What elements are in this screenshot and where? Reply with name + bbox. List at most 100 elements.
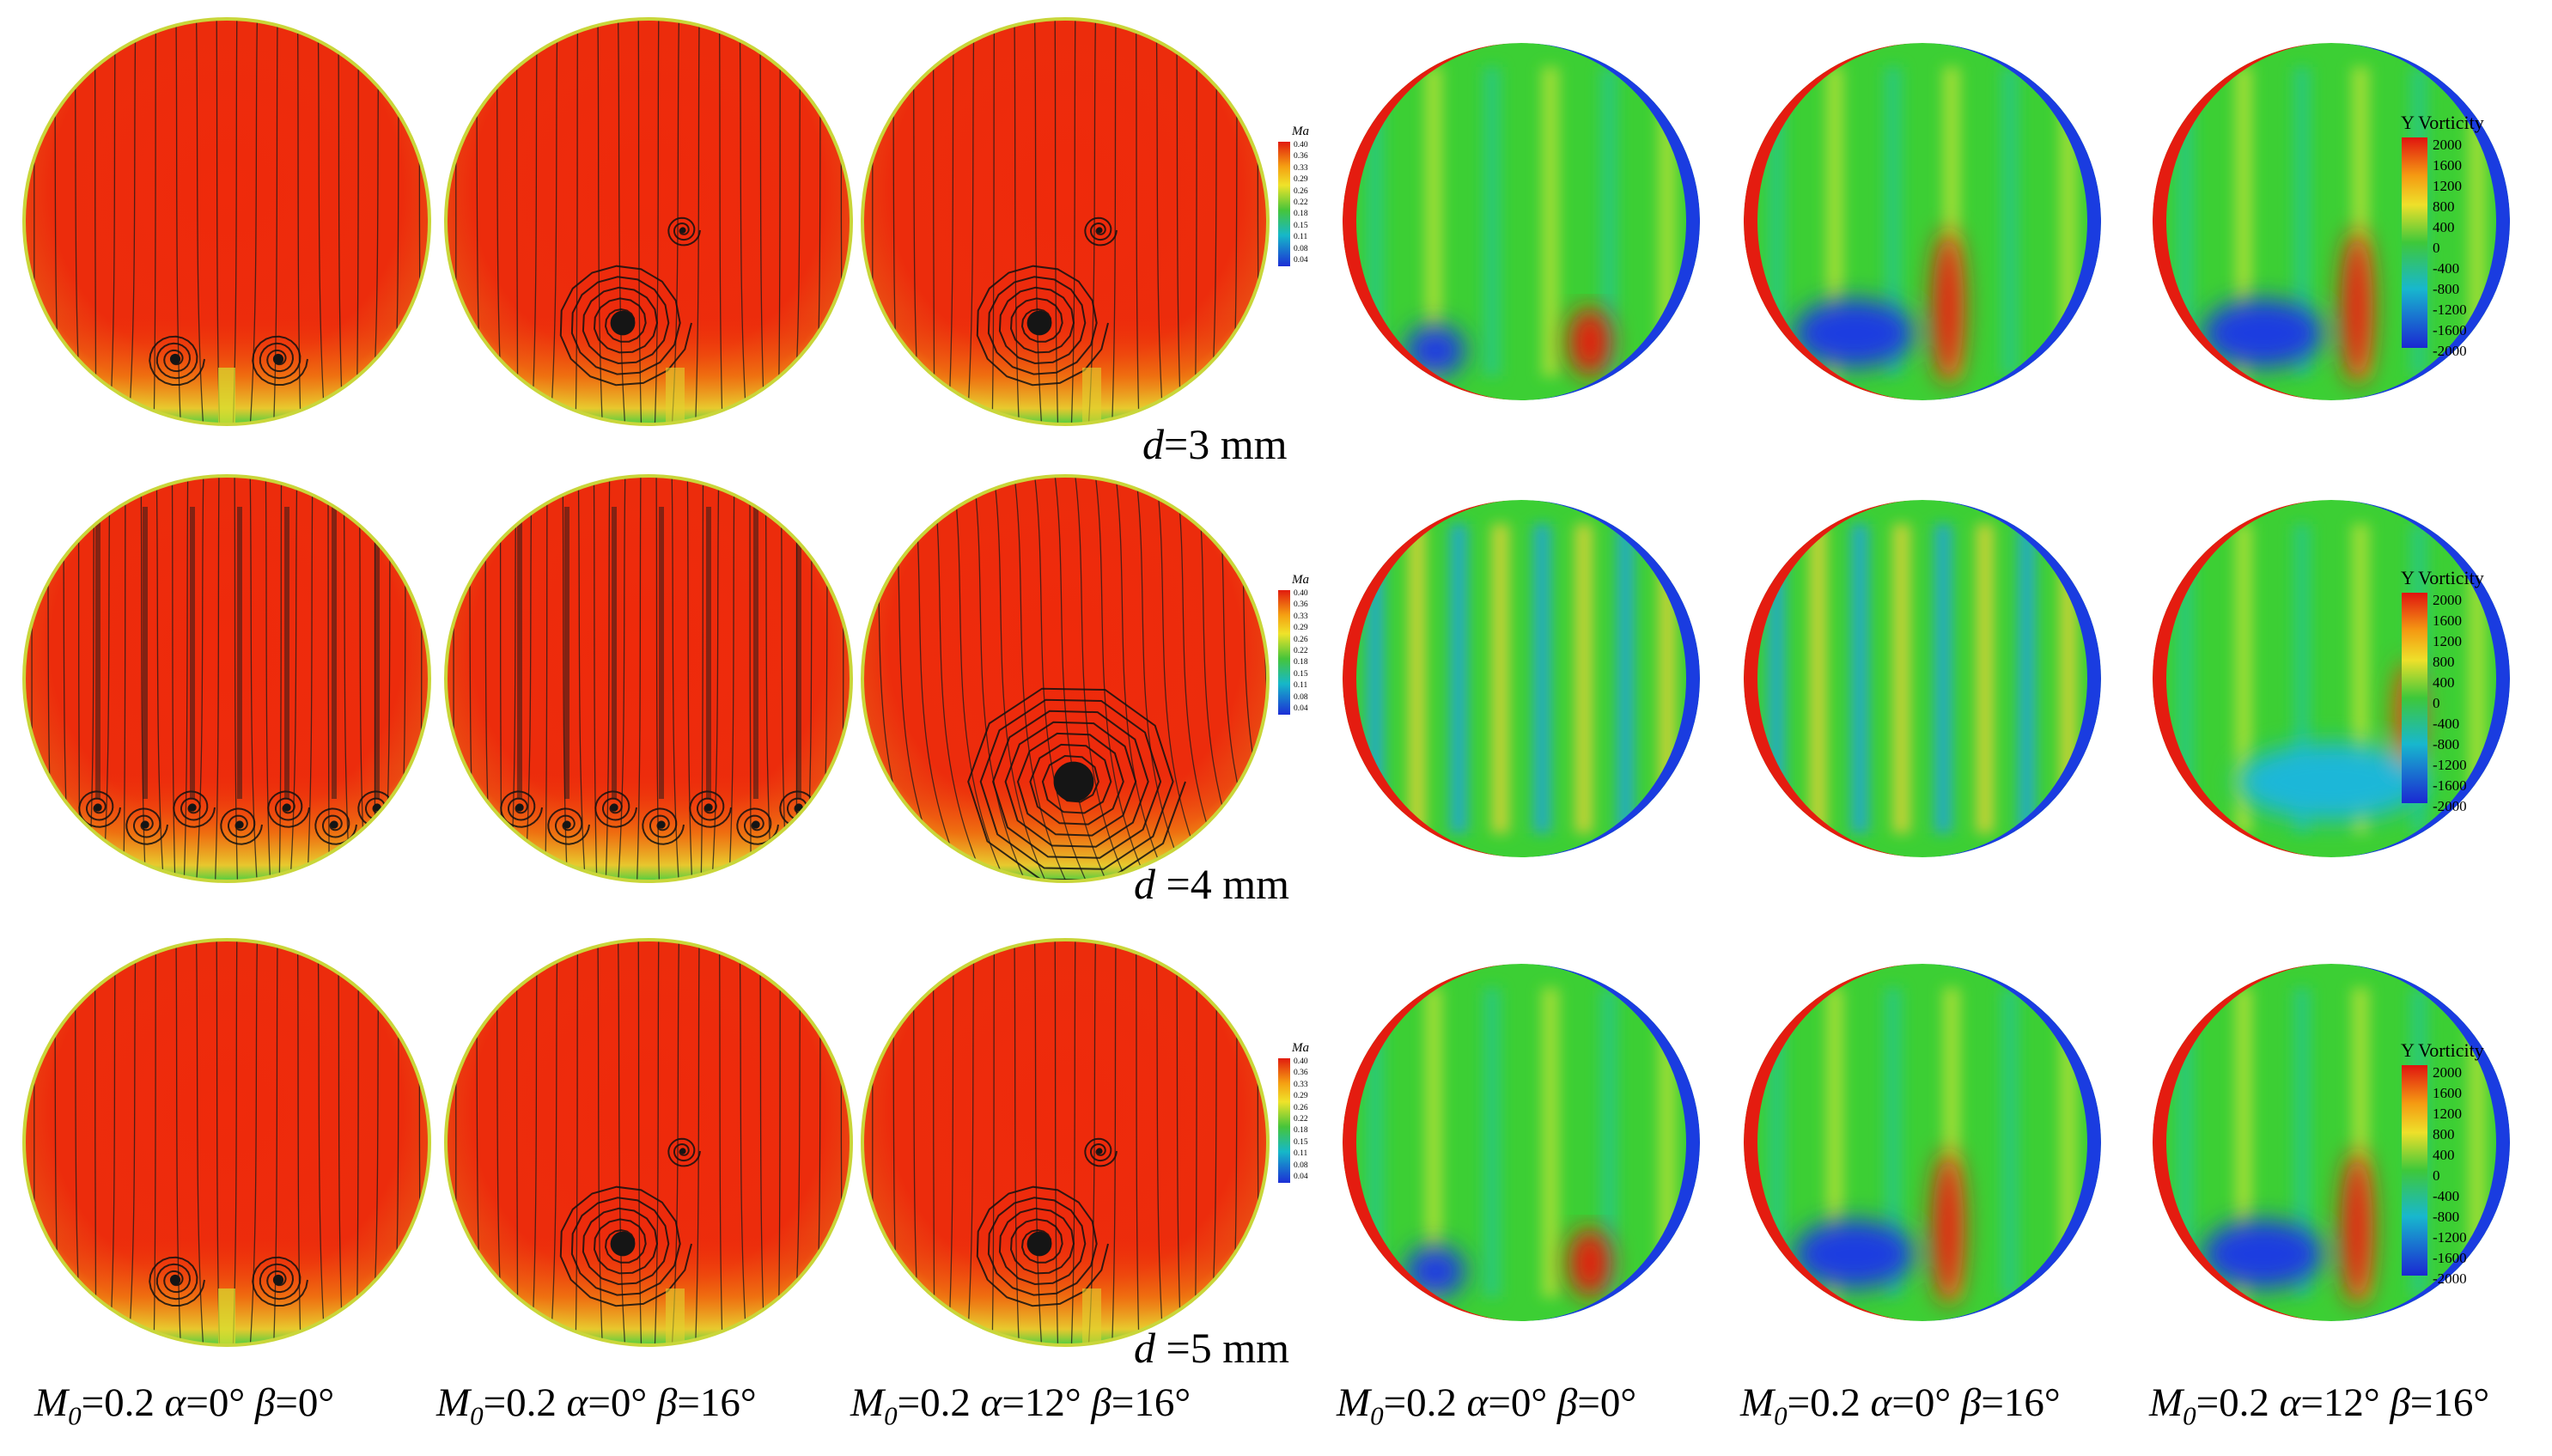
ma-panel-6 xyxy=(861,474,1270,883)
vorticity-legend-tick: 0 xyxy=(2433,695,2440,711)
condition-caption-5: M0=0.2 α=0° β=16° xyxy=(1740,1380,2061,1431)
vorticity-panel-4 xyxy=(1343,500,1700,857)
vorticity-colorbar-2 xyxy=(2402,593,2427,803)
vorticity-legend-tick: 1200 xyxy=(2433,178,2462,194)
condition-caption-4: M0=0.2 α=0° β=0° xyxy=(1337,1380,1637,1431)
vorticity-legend-tick: 800 xyxy=(2433,654,2455,670)
vorticity-legend-tick: 0 xyxy=(2433,240,2440,256)
row-label-d3: d=3 mm xyxy=(1142,420,1288,468)
vorticity-legend-tick: -800 xyxy=(2433,281,2460,297)
vorticity-legend-tick: 800 xyxy=(2433,198,2455,215)
vorticity-panel-9 xyxy=(2153,964,2510,1321)
vorticity-panel-7 xyxy=(1343,964,1700,1321)
ma-panel-8 xyxy=(444,938,853,1347)
ma-panel-2 xyxy=(444,17,853,426)
ma-panel-1 xyxy=(22,17,431,426)
ma-legend-title-1: Ma xyxy=(1292,125,1309,138)
vorticity-legend-title-3: Y Vorticity xyxy=(2401,1039,2484,1061)
vorticity-legend-tick: -2000 xyxy=(2433,343,2467,359)
ma-legend-tick: 0.40 xyxy=(1294,589,1308,598)
ma-colorbar-1 xyxy=(1278,142,1290,266)
vorticity-legend-tick: -1200 xyxy=(2433,302,2467,318)
vorticity-legend-tick: 800 xyxy=(2433,1126,2455,1142)
vorticity-legend-tick: 400 xyxy=(2433,1147,2455,1163)
vorticity-legend-tick: -1600 xyxy=(2433,1250,2467,1266)
ma-legend-tick: 0.04 xyxy=(1294,1173,1308,1181)
vorticity-panel-1 xyxy=(1343,43,1700,400)
ma-legend-tick: 0.22 xyxy=(1294,647,1308,655)
ma-legend-tick: 0.22 xyxy=(1294,1115,1308,1124)
ma-legend-tick: 0.36 xyxy=(1294,1069,1308,1078)
ma-legend-tick: 0.26 xyxy=(1294,1103,1308,1112)
ma-legend-tick: 0.08 xyxy=(1294,244,1308,253)
ma-legend-tick: 0.04 xyxy=(1294,704,1308,713)
vorticity-colorbar-1 xyxy=(2402,137,2427,348)
ma-legend-tick: 0.29 xyxy=(1294,1092,1308,1101)
ma-legend-tick: 0.26 xyxy=(1294,635,1308,644)
ma-panel-7 xyxy=(22,938,431,1347)
vorticity-panel-5 xyxy=(1744,500,2101,857)
ma-legend-tick: 0.11 xyxy=(1294,681,1308,691)
vorticity-legend-tick: -800 xyxy=(2433,1209,2460,1225)
vorticity-legend-tick: -1200 xyxy=(2433,757,2467,773)
ma-panel-9 xyxy=(861,938,1270,1347)
vorticity-legend-tick: 1200 xyxy=(2433,633,2462,649)
vorticity-legend-tick: 1600 xyxy=(2433,612,2462,629)
ma-legend-tick: 0.36 xyxy=(1294,152,1308,161)
ma-legend-tick: 0.29 xyxy=(1294,175,1308,185)
ma-panel-3 xyxy=(861,17,1270,426)
vorticity-legend-tick: 0 xyxy=(2433,1167,2440,1184)
ma-colorbar-3 xyxy=(1278,1058,1290,1183)
ma-legend-tick: 0.15 xyxy=(1294,221,1308,230)
ma-legend-tick: 0.33 xyxy=(1294,612,1308,621)
vorticity-panel-8 xyxy=(1744,964,2101,1321)
vorticity-legend-tick: -800 xyxy=(2433,736,2460,752)
ma-legend-tick: 0.40 xyxy=(1294,141,1308,149)
vorticity-legend-title-2: Y Vorticity xyxy=(2401,567,2484,588)
vorticity-legend-tick: 1600 xyxy=(2433,1085,2462,1101)
vorticity-legend-title-1: Y Vorticity xyxy=(2401,112,2484,133)
ma-legend-tick: 0.08 xyxy=(1294,1161,1308,1170)
ma-legend-tick: 0.11 xyxy=(1294,233,1308,242)
vorticity-legend-tick: -1200 xyxy=(2433,1229,2467,1246)
ma-legend-tick: 0.18 xyxy=(1294,210,1308,219)
vorticity-legend-tick: -400 xyxy=(2433,716,2460,732)
ma-colorbar-2 xyxy=(1278,590,1290,715)
condition-caption-2: M0=0.2 α=0° β=16° xyxy=(436,1380,757,1431)
vorticity-panel-2 xyxy=(1744,43,2101,400)
ma-legend-tick: 0.36 xyxy=(1294,600,1308,610)
ma-legend-tick: 0.40 xyxy=(1294,1057,1308,1066)
ma-panel-5 xyxy=(444,474,853,883)
vorticity-legend-tick: -400 xyxy=(2433,260,2460,277)
ma-legend-tick: 0.04 xyxy=(1294,256,1308,265)
vorticity-legend-tick: 1200 xyxy=(2433,1106,2462,1122)
vorticity-legend-tick: -1600 xyxy=(2433,322,2467,338)
vorticity-legend-tick: 400 xyxy=(2433,674,2455,691)
row-label-d5: d =5 mm xyxy=(1134,1324,1289,1372)
ma-legend-tick: 0.15 xyxy=(1294,669,1308,679)
ma-legend-tick: 0.18 xyxy=(1294,658,1308,667)
ma-legend-tick: 0.18 xyxy=(1294,1126,1308,1136)
ma-legend-tick: 0.29 xyxy=(1294,624,1308,633)
ma-legend-title-3: Ma xyxy=(1292,1041,1309,1055)
ma-legend-tick: 0.26 xyxy=(1294,186,1308,196)
ma-legend-tick: 0.11 xyxy=(1294,1149,1308,1159)
ma-legend-tick: 0.33 xyxy=(1294,1080,1308,1089)
vorticity-legend-tick: -400 xyxy=(2433,1188,2460,1204)
vorticity-legend-tick: -2000 xyxy=(2433,1270,2467,1287)
row-label-d4: d =4 mm xyxy=(1134,860,1289,908)
ma-panel-4 xyxy=(22,474,431,883)
ma-legend-title-2: Ma xyxy=(1292,573,1309,587)
condition-caption-1: M0=0.2 α=0° β=0° xyxy=(34,1380,335,1431)
vorticity-legend-tick: 2000 xyxy=(2433,137,2462,153)
condition-caption-6: M0=0.2 α=12° β=16° xyxy=(2149,1380,2490,1431)
ma-legend-tick: 0.22 xyxy=(1294,198,1308,207)
vorticity-legend-tick: 1600 xyxy=(2433,157,2462,174)
vorticity-legend-tick: -1600 xyxy=(2433,777,2467,794)
vorticity-legend-tick: 2000 xyxy=(2433,1064,2462,1081)
condition-caption-3: M0=0.2 α=12° β=16° xyxy=(850,1380,1191,1431)
vorticity-legend-tick: -2000 xyxy=(2433,798,2467,814)
ma-legend-tick: 0.15 xyxy=(1294,1137,1308,1147)
ma-legend-tick: 0.33 xyxy=(1294,163,1308,173)
